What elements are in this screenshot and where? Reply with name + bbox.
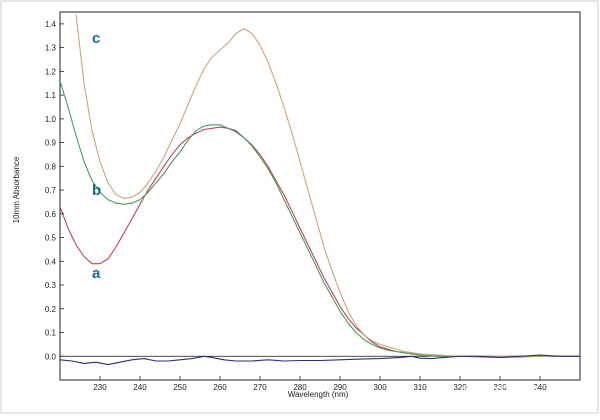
y-tick-label: 0.1 <box>45 329 57 338</box>
y-tick-label: 0.3 <box>45 281 57 290</box>
y-tick-label: 0.7 <box>45 186 57 195</box>
x-tick-label: 320 <box>453 383 467 392</box>
y-tick-label: 1.2 <box>45 67 57 76</box>
curve-labels-group: c b a <box>92 30 101 282</box>
series-line-b <box>60 80 580 357</box>
curve-label-c: c <box>92 30 100 47</box>
series-line-c <box>75 14 580 357</box>
y-tick-label: 0.8 <box>45 162 57 171</box>
y-tick-label: 1.4 <box>45 20 57 29</box>
watermark-text: 知乎 @百力格生物 <box>430 383 538 398</box>
y-tick-label: 0.2 <box>45 305 57 314</box>
x-tick-label: 310 <box>413 383 427 392</box>
series-group <box>60 14 580 366</box>
plot-area-border <box>59 11 581 381</box>
curve-label-b: b <box>92 182 101 199</box>
y-tick-label: 1.1 <box>45 91 57 100</box>
x-tick-label: 280 <box>293 383 307 392</box>
x-tick-label: 330 <box>493 383 507 392</box>
y-tick-label: 0.6 <box>45 210 57 219</box>
y-tick-label: 0.9 <box>45 139 57 148</box>
y-tick-label: 1.3 <box>45 44 57 53</box>
x-tick-label: 300 <box>373 383 387 392</box>
x-tick-label: 260 <box>213 383 227 392</box>
y-tick-label: 0.5 <box>45 234 57 243</box>
y-axis-title: 10mm Absorbance <box>12 156 21 223</box>
y-tick-label: 0.4 <box>45 257 57 266</box>
x-axis-title: Wavelength (nm) <box>288 390 349 399</box>
series-line-baseline <box>60 354 580 366</box>
ticks-group: 0.0 0.1 0.2 0.3 0.4 0.5 0.6 0.7 0.8 0.9 1.0 1.1 1.2 1… <box>45 20 547 392</box>
x-tick-label: 250 <box>173 383 187 392</box>
x-tick-label: 230 <box>93 383 107 392</box>
x-tick-label: 340 <box>533 383 547 392</box>
y-tick-label: 1.0 <box>45 115 57 124</box>
curve-label-a: a <box>92 265 101 282</box>
x-tick-label: 290 <box>333 383 347 392</box>
x-tick-label: 240 <box>133 383 147 392</box>
x-tick-label: 270 <box>253 383 267 392</box>
axes <box>59 11 581 381</box>
y-tick-label: 0.0 <box>45 352 57 361</box>
